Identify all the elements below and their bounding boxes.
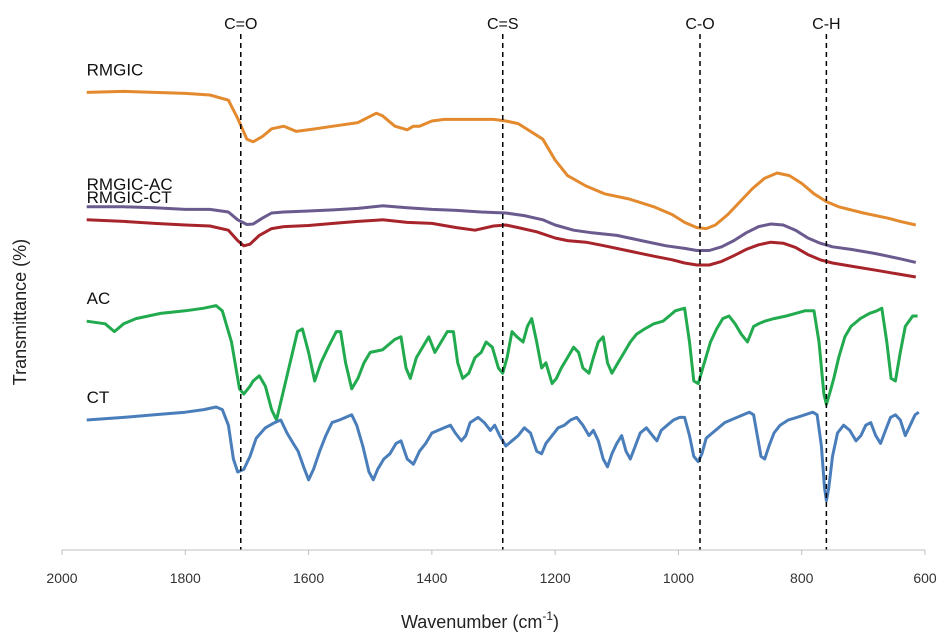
- peak-label-c-o: C-O: [685, 16, 714, 33]
- series-label-rmgic-ct: RMGIC-CT: [87, 188, 172, 207]
- peak-label-c-o: C=O: [224, 16, 257, 33]
- series-line-rmgic-ac: [86, 204, 917, 264]
- peak-label-c-s: C=S: [487, 16, 519, 33]
- peak-label-c-h: C-H: [812, 16, 840, 33]
- series-label-ct: CT: [87, 388, 110, 407]
- series-line-rmgic-ct: [86, 218, 917, 279]
- x-tick-label: 1600: [293, 570, 324, 586]
- x-tick-label: 800: [790, 570, 814, 586]
- y-axis-title: Transmittance (%): [10, 239, 30, 385]
- x-axis-title: Wavenumber (cm-1): [401, 609, 559, 632]
- series-label-rmgic-ac: RMGIC-AC: [87, 175, 173, 194]
- x-tick-label: 1200: [540, 570, 571, 586]
- series-label-rmgic: RMGIC: [87, 60, 144, 79]
- x-tick-label: 1000: [663, 570, 694, 586]
- x-tick-label: 2000: [46, 570, 77, 586]
- x-tick-label: 1400: [416, 570, 447, 586]
- x-axis: 2000 1800 1600 1400 1200 1000 800 600: [46, 549, 937, 586]
- series-line-ac: [86, 304, 918, 422]
- x-axis-title-sup: -1: [542, 609, 553, 623]
- series-label-ac: AC: [87, 289, 111, 308]
- x-axis-title-main: Wavenumber (cm: [401, 612, 542, 632]
- series-line-rmgic: [86, 89, 917, 231]
- x-axis-title-end: ): [553, 612, 559, 632]
- series-line-ct: [86, 405, 920, 503]
- peak-markers: C=O C=S C-O C-H: [224, 16, 841, 550]
- x-tick-label: 600: [913, 570, 937, 586]
- x-tick-label: 1800: [170, 570, 201, 586]
